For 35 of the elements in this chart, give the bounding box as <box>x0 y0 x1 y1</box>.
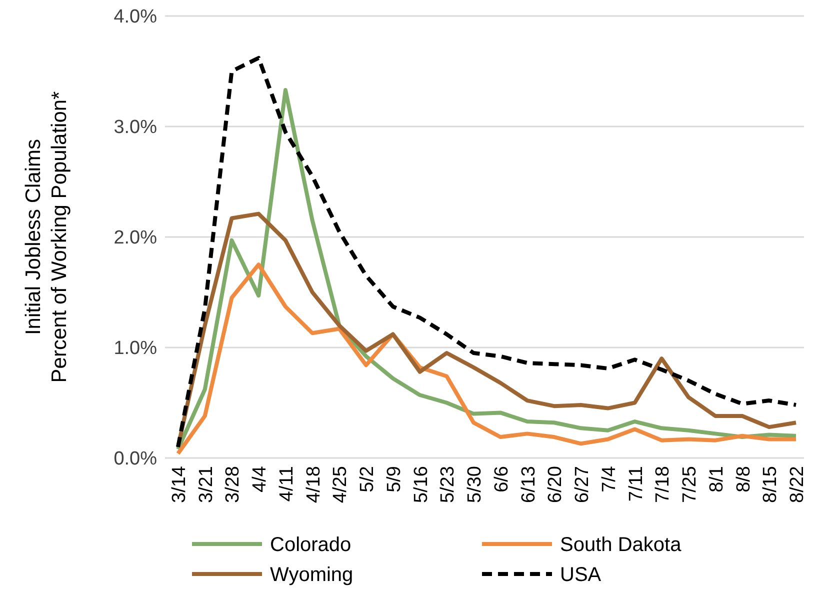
legend-label: USA <box>560 564 602 586</box>
x-tick-label: 5/2 <box>357 466 378 492</box>
legend-label: Wyoming <box>270 564 354 586</box>
x-tick-label: 8/22 <box>787 466 808 503</box>
y-tick-label: 1.0% <box>114 338 158 360</box>
legend-label: South Dakota <box>560 534 682 556</box>
x-tick-label: 4/25 <box>330 466 352 503</box>
x-tick-label: 5/30 <box>464 466 486 503</box>
x-tick-label: 3/21 <box>196 466 217 503</box>
x-tick-label: 8/15 <box>760 466 782 503</box>
x-tick-label: 6/20 <box>545 466 566 503</box>
x-tick-label: 8/8 <box>733 466 754 492</box>
x-tick-label: 8/1 <box>706 466 728 492</box>
x-tick-label: 5/16 <box>410 466 432 503</box>
x-tick-label: 5/9 <box>384 466 405 492</box>
x-tick-label: 4/18 <box>303 466 324 503</box>
y-axis-title: Initial Jobless Claims Percent of Working Population* <box>22 91 71 383</box>
x-tick-label: 7/4 <box>598 466 620 492</box>
legend-label: Colorado <box>270 534 352 556</box>
y-tick-label: 3.0% <box>114 117 158 138</box>
x-tick-label: 4/4 <box>250 466 271 492</box>
x-tick-label: 7/18 <box>652 466 674 503</box>
x-tick-label: 3/14 <box>169 466 190 503</box>
x-tick-label: 7/11 <box>626 466 647 502</box>
x-tick-label: 6/27 <box>572 466 594 503</box>
y-tick-label: 2.0% <box>114 228 158 249</box>
x-tick-label: 7/25 <box>680 466 701 503</box>
x-tick-label: 3/28 <box>222 466 244 503</box>
line-series <box>176 262 798 456</box>
x-tick-label: 6/13 <box>518 466 540 503</box>
y-tick-label: 4.0% <box>114 6 158 28</box>
x-tick-label: 6/6 <box>491 466 512 492</box>
y-tick-label: 0.0% <box>114 448 158 470</box>
x-tick-label: 5/23 <box>438 466 459 503</box>
x-tick-label: 4/11 <box>276 466 298 502</box>
